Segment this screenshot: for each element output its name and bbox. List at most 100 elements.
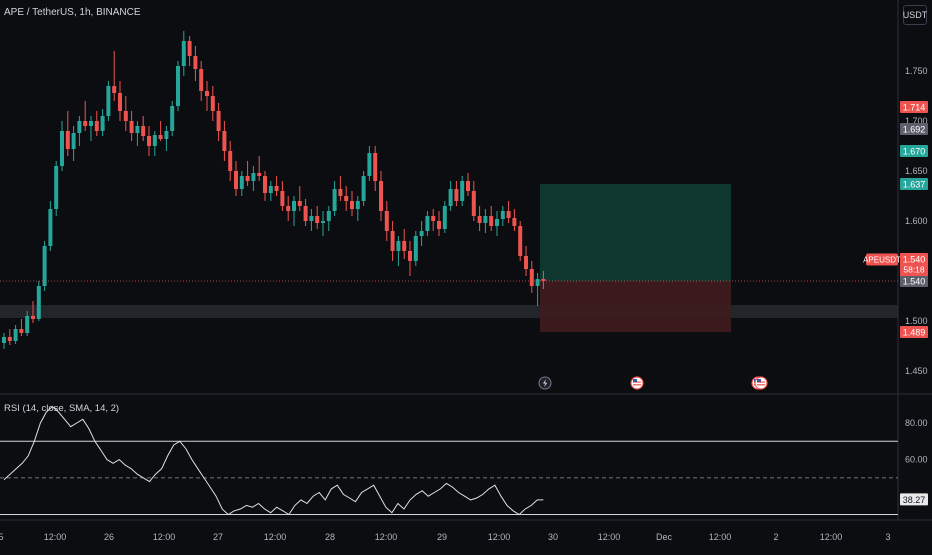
candle[interactable] [355, 201, 360, 209]
candle[interactable] [152, 135, 157, 146]
candle[interactable] [187, 41, 192, 56]
candle[interactable] [129, 121, 134, 133]
candle[interactable] [321, 221, 325, 223]
candle[interactable] [413, 236, 418, 261]
candle[interactable] [477, 216, 482, 223]
position-stop-zone[interactable] [540, 281, 731, 332]
candle[interactable] [535, 279, 540, 286]
candle[interactable] [431, 216, 436, 221]
candle[interactable] [350, 201, 354, 209]
candle[interactable] [89, 121, 93, 126]
candle[interactable] [199, 69, 204, 91]
candle[interactable] [176, 66, 180, 106]
candle[interactable] [338, 189, 343, 196]
candle[interactable] [118, 93, 122, 111]
candle[interactable] [384, 211, 389, 231]
candle[interactable] [500, 211, 505, 219]
candle[interactable] [489, 216, 494, 226]
candle[interactable] [483, 216, 488, 223]
candle[interactable] [135, 126, 140, 133]
candle[interactable] [251, 173, 256, 181]
candle[interactable] [36, 286, 41, 319]
candle[interactable] [344, 196, 349, 201]
candle[interactable] [460, 181, 465, 201]
rsi-line[interactable] [3, 405, 544, 516]
candle[interactable] [361, 176, 366, 201]
candle[interactable] [77, 121, 82, 133]
candle[interactable] [123, 111, 128, 121]
candle[interactable] [541, 279, 546, 281]
candle[interactable] [205, 91, 209, 96]
candle[interactable] [42, 246, 47, 286]
candle[interactable] [495, 219, 499, 226]
candle[interactable] [309, 216, 314, 221]
candle[interactable] [373, 153, 378, 181]
candle[interactable] [71, 133, 76, 149]
candle[interactable] [390, 231, 395, 251]
candle[interactable] [83, 121, 88, 126]
candle[interactable] [297, 201, 302, 206]
currency-button[interactable]: USDT [903, 5, 927, 25]
rsi-title[interactable]: RSI (14, close, SMA, 14, 2) [4, 403, 120, 414]
candle[interactable] [529, 269, 534, 286]
candle[interactable] [106, 86, 111, 116]
candle[interactable] [222, 131, 227, 151]
candle[interactable] [141, 126, 146, 136]
candle[interactable] [425, 216, 430, 231]
candle[interactable] [442, 206, 447, 229]
candle[interactable] [100, 116, 105, 131]
candle[interactable] [286, 206, 291, 211]
candle[interactable] [25, 316, 30, 333]
candle[interactable] [65, 131, 70, 149]
candle[interactable] [408, 251, 412, 261]
candle[interactable] [170, 106, 175, 131]
candle[interactable] [234, 171, 238, 189]
candle[interactable] [466, 181, 470, 191]
symbol-title[interactable]: APE / TetherUS, 1h, BINANCE [4, 7, 141, 18]
candle[interactable] [147, 136, 151, 146]
candle[interactable] [263, 176, 267, 193]
candle[interactable] [268, 186, 273, 193]
position-target-zone[interactable] [540, 184, 731, 281]
candle[interactable] [2, 337, 6, 343]
us-flag-icon[interactable] [630, 376, 644, 390]
candle[interactable] [315, 216, 320, 223]
candle[interactable] [54, 166, 59, 209]
candle[interactable] [448, 189, 453, 206]
candle[interactable] [164, 131, 169, 139]
candle[interactable] [326, 211, 331, 221]
candle[interactable] [303, 206, 308, 221]
candle[interactable] [454, 189, 459, 201]
candle[interactable] [402, 241, 407, 251]
candle[interactable] [7, 337, 12, 341]
candle[interactable] [193, 56, 198, 69]
candle[interactable] [216, 111, 221, 131]
support-zone[interactable] [0, 305, 898, 318]
candle[interactable] [60, 131, 64, 166]
candle[interactable] [419, 231, 424, 236]
candle[interactable] [94, 121, 99, 131]
candle[interactable] [512, 218, 517, 226]
candle[interactable] [19, 329, 24, 333]
candle[interactable] [274, 186, 279, 191]
candle[interactable] [158, 135, 163, 139]
candle[interactable] [31, 316, 35, 319]
candle[interactable] [396, 241, 401, 251]
symbol-name-badge[interactable] [866, 253, 898, 266]
candle[interactable] [367, 153, 372, 176]
candle[interactable] [48, 209, 53, 246]
candle[interactable] [437, 221, 441, 229]
candle[interactable] [280, 191, 285, 206]
candle[interactable] [379, 181, 383, 211]
candle[interactable] [332, 189, 337, 211]
candle[interactable] [245, 176, 250, 181]
candle[interactable] [292, 201, 296, 211]
candle[interactable] [13, 329, 18, 341]
candle[interactable] [228, 151, 233, 171]
candle[interactable] [112, 86, 117, 93]
candle[interactable] [210, 96, 215, 111]
candle[interactable] [181, 41, 186, 66]
candle[interactable] [239, 176, 244, 189]
